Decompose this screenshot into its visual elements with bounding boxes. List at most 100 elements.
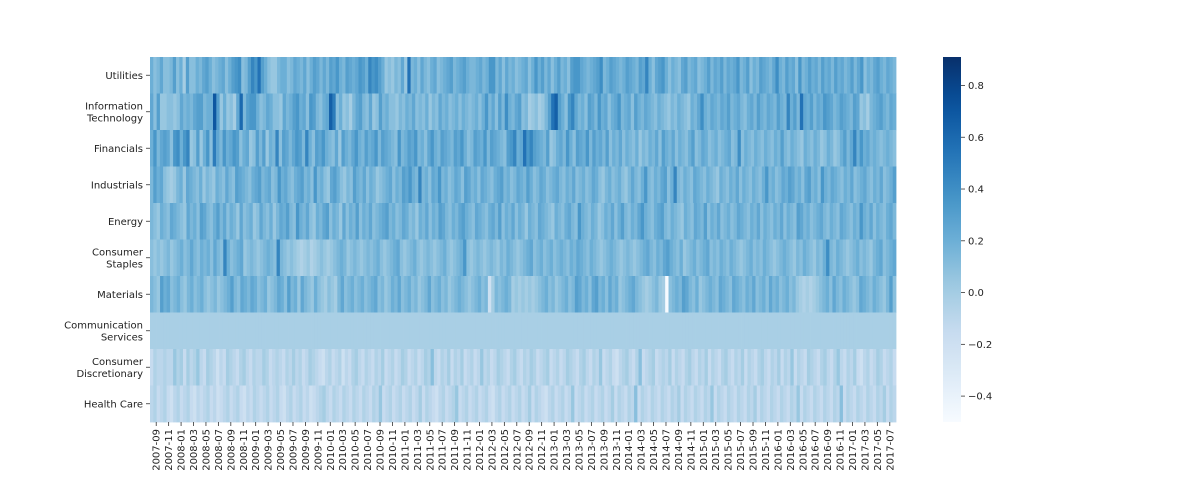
heatmap-cell — [716, 239, 720, 277]
heatmap-cell — [734, 312, 739, 350]
heatmap-cell — [275, 93, 280, 131]
heatmap-cell — [169, 57, 174, 94]
heatmap-cell — [879, 93, 884, 131]
heatmap-cell — [233, 239, 237, 277]
heatmap-cell — [886, 349, 890, 386]
heatmap-cell — [442, 312, 447, 350]
heatmap-cell — [801, 166, 805, 204]
heatmap-cell — [776, 239, 780, 277]
heatmap-cell — [842, 93, 847, 131]
heatmap-cell — [618, 276, 623, 313]
heatmap-cell — [684, 349, 689, 386]
heatmap-cell — [156, 239, 161, 277]
heatmap-cell — [869, 312, 874, 350]
heatmap-cell — [658, 57, 662, 94]
heatmap-cell — [889, 203, 894, 240]
heatmap-cell — [575, 166, 580, 204]
heatmap-cell — [859, 276, 863, 313]
heatmap-cell — [675, 276, 679, 313]
heatmap-cell — [262, 93, 267, 131]
heatmap-cell — [335, 385, 340, 423]
x-tick-label: 2010-11 — [388, 429, 399, 471]
heatmap-cell — [163, 349, 167, 386]
heatmap-cell — [796, 130, 801, 167]
heatmap-cell — [728, 276, 733, 313]
heatmap-cell — [405, 166, 409, 204]
heatmap-cell — [279, 239, 284, 277]
heatmap-cell — [754, 349, 758, 386]
heatmap-cell — [879, 349, 884, 386]
heatmap-cell — [678, 130, 682, 167]
heatmap-cell — [557, 312, 562, 350]
heatmap-cell — [550, 312, 555, 350]
heatmap-cell — [280, 276, 285, 313]
heatmap-cell — [711, 312, 716, 350]
heatmap-cell — [604, 93, 608, 131]
heatmap-cell — [222, 93, 227, 131]
heatmap-cell — [456, 239, 461, 277]
heatmap-cell — [649, 312, 654, 350]
heatmap-cell — [859, 312, 864, 350]
heatmap-cell — [295, 203, 300, 240]
heatmap-cell — [242, 93, 247, 131]
heatmap-cell — [264, 57, 268, 94]
heatmap-cell — [377, 276, 382, 313]
heatmap-cell — [516, 166, 521, 204]
heatmap-cell — [641, 349, 646, 386]
heatmap-cell — [489, 239, 494, 277]
heatmap-cell — [434, 276, 439, 313]
heatmap-cell — [451, 203, 456, 240]
heatmap-cell — [637, 166, 642, 204]
heatmap-cell — [531, 312, 535, 350]
heatmap-cell — [882, 349, 887, 386]
heatmap-cell — [406, 312, 411, 350]
heatmap-cell — [383, 239, 387, 277]
heatmap-cell — [275, 203, 280, 240]
heatmap-cell — [622, 57, 627, 94]
heatmap-cell — [684, 57, 688, 94]
heatmap-cell — [842, 385, 847, 423]
heatmap-cell — [521, 312, 526, 350]
heatmap-cell — [404, 276, 408, 313]
heatmap-cell — [687, 57, 692, 94]
heatmap-cell — [492, 57, 496, 94]
heatmap-cell — [329, 239, 334, 277]
heatmap-cell — [317, 312, 322, 350]
heatmap-cell — [222, 312, 226, 350]
heatmap-cell — [210, 276, 214, 313]
heatmap-cell — [474, 276, 479, 313]
heatmap-cell — [720, 57, 724, 94]
heatmap-cell — [295, 349, 299, 386]
heatmap-cell — [829, 203, 834, 240]
heatmap-cell — [879, 130, 884, 167]
heatmap-cell — [514, 276, 519, 313]
heatmap-cell — [819, 239, 824, 277]
heatmap-cell — [185, 166, 190, 204]
heatmap-cell — [363, 312, 368, 350]
heatmap-cell — [401, 203, 406, 240]
heatmap-cell — [548, 276, 552, 313]
heatmap-cell — [889, 57, 894, 94]
heatmap-cell — [390, 276, 395, 313]
heatmap-cell — [542, 130, 547, 167]
heatmap-cell — [674, 349, 679, 386]
heatmap-cell — [809, 203, 814, 240]
heatmap-cell — [892, 349, 897, 386]
heatmap-cell — [516, 130, 521, 167]
heatmap-cell — [799, 385, 804, 423]
heatmap-cell — [298, 130, 303, 167]
heatmap-cell — [812, 239, 817, 277]
heatmap-cell — [886, 57, 890, 94]
heatmap-cell — [545, 166, 550, 204]
heatmap-cell — [600, 312, 604, 350]
heatmap-cell — [457, 276, 462, 313]
heatmap-cell — [443, 239, 447, 277]
heatmap-cell — [786, 93, 791, 131]
heatmap-cell — [882, 93, 887, 131]
heatmap-cell — [570, 57, 574, 94]
heatmap-cell — [671, 130, 676, 167]
heatmap-cell — [777, 349, 781, 386]
heatmap-cell — [677, 385, 681, 423]
heatmap-cell — [840, 57, 845, 94]
heatmap-cell — [343, 312, 348, 350]
